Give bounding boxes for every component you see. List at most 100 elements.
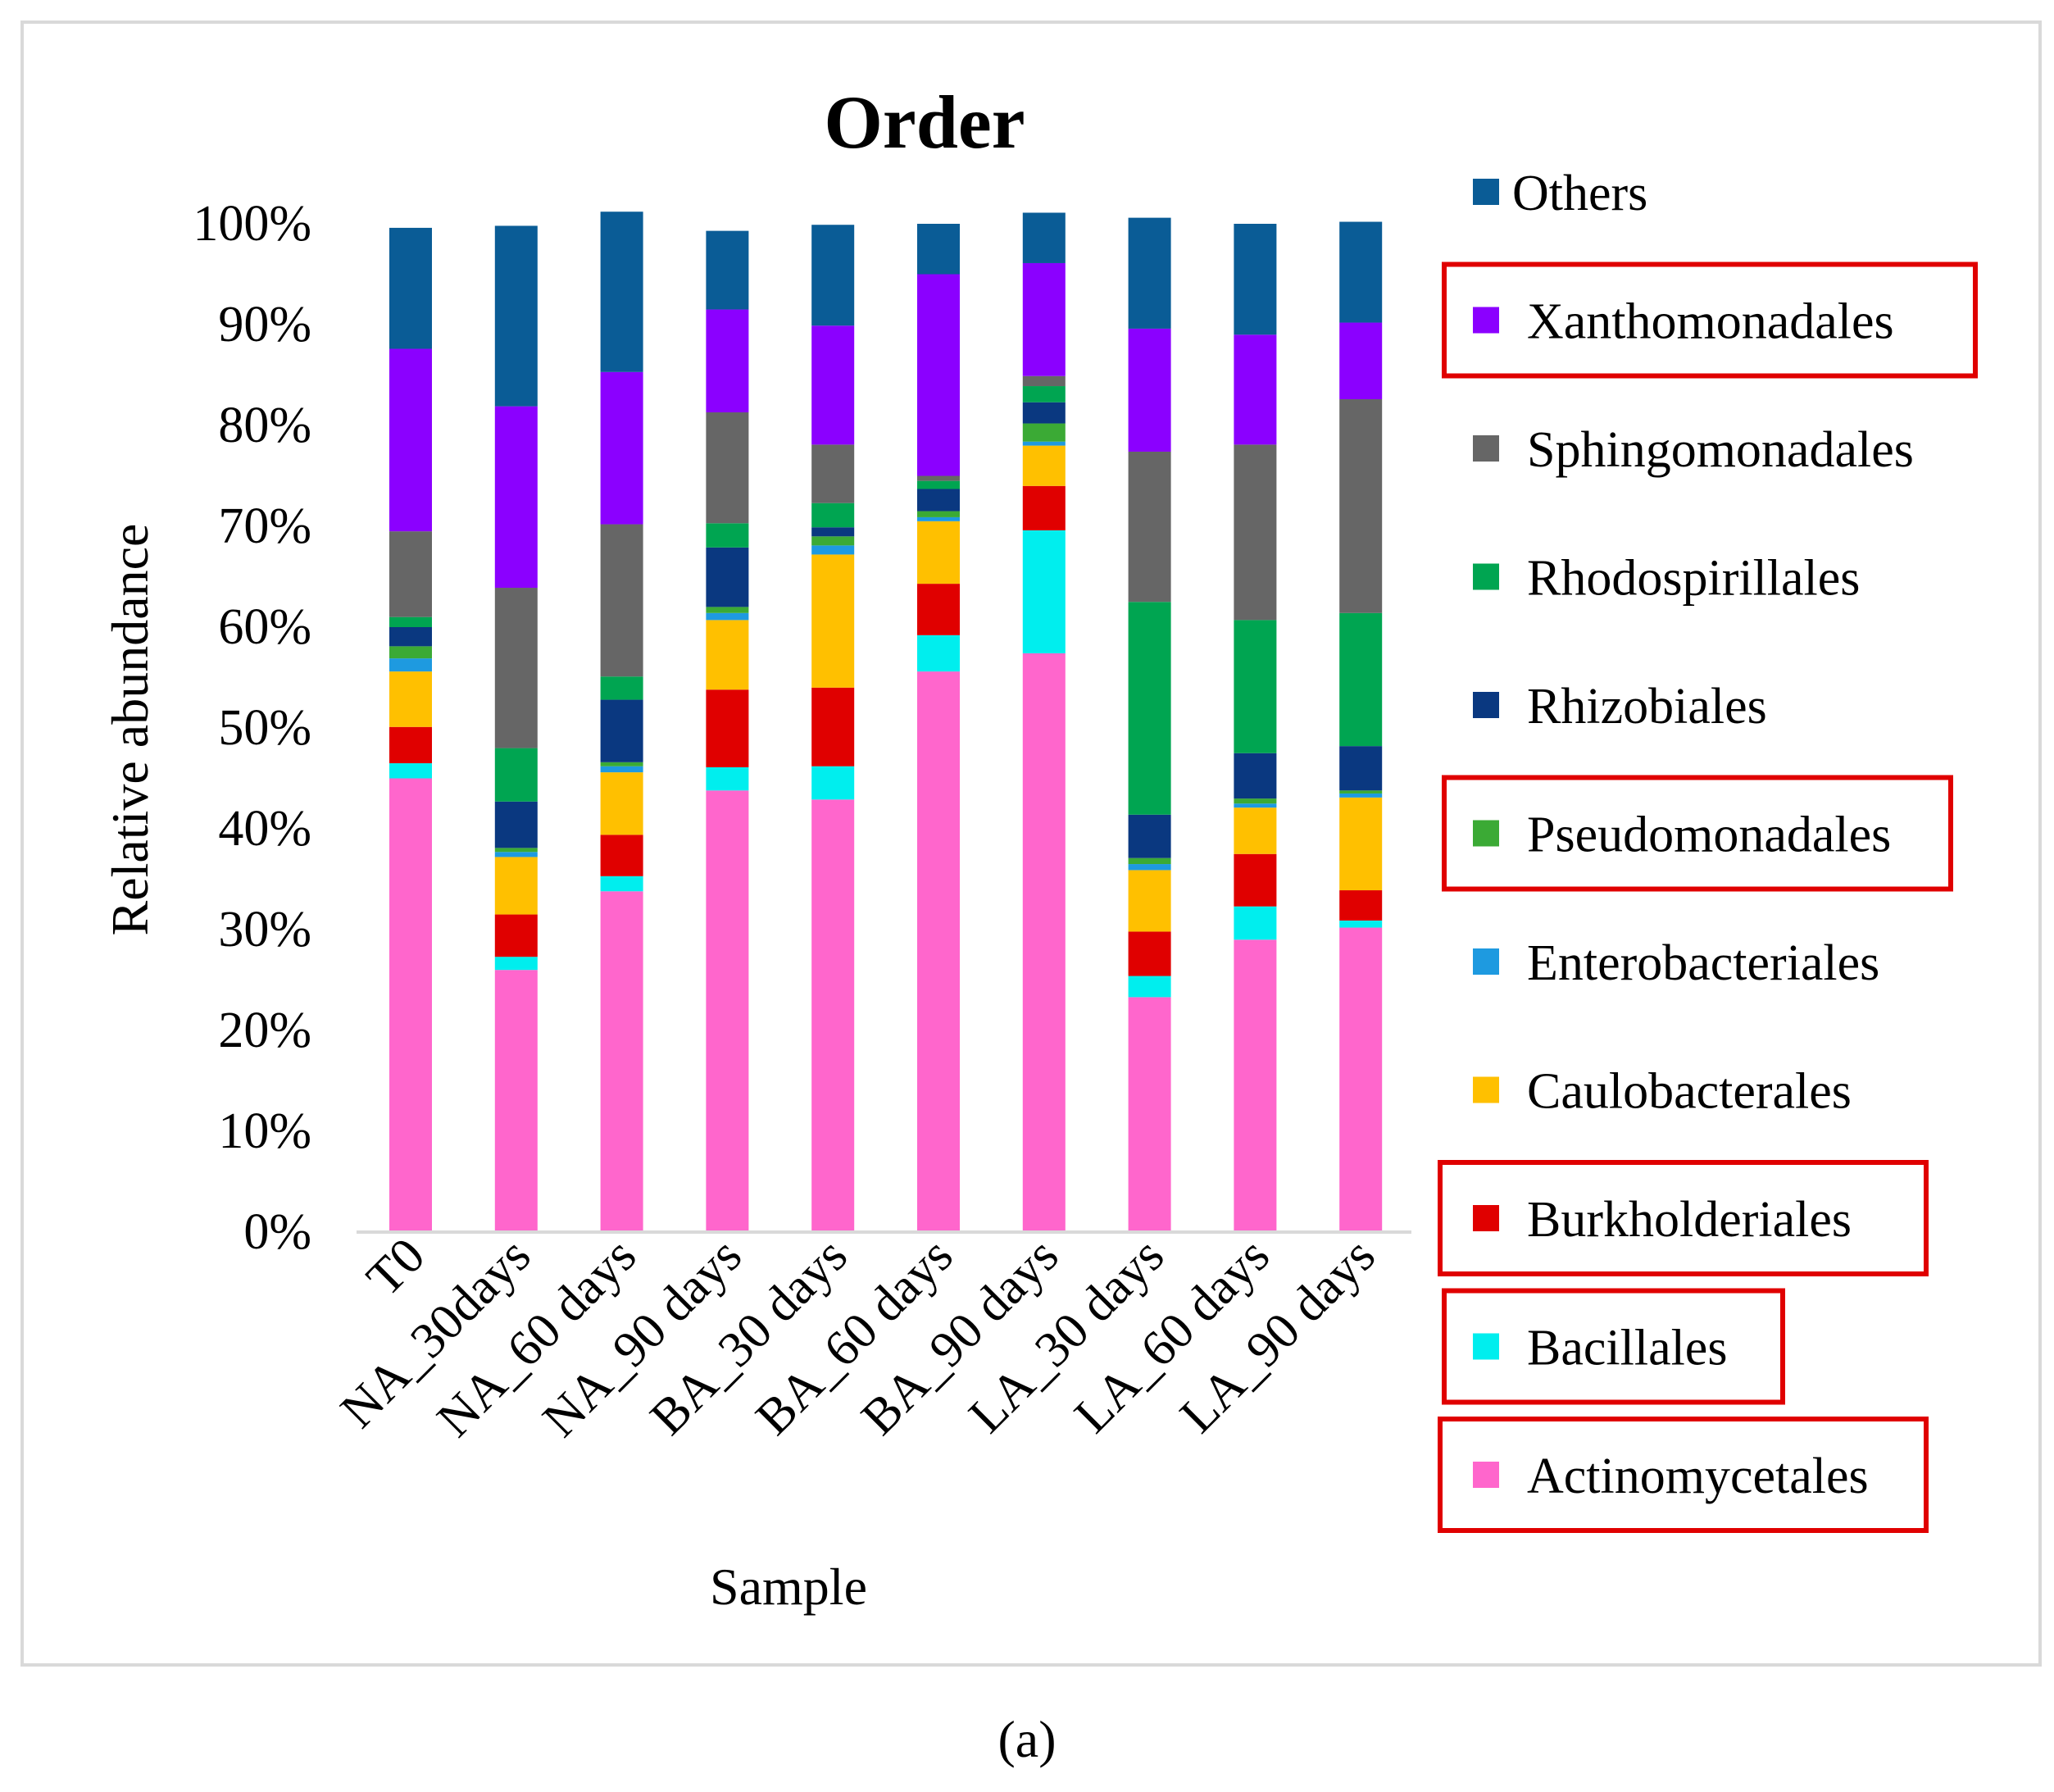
bar-segment-pseudomonadales [917, 511, 960, 517]
y-tick-label: 60% [218, 599, 311, 655]
bar-segment-bacillales [917, 634, 960, 672]
figure-caption: (a) [997, 1710, 1057, 1768]
legend-item-rhodospirillales: Rhodospirillales [1473, 551, 1860, 607]
bar-segment-caulobacterales [1022, 445, 1066, 486]
bar-segment-enterobacteriales [494, 852, 538, 857]
bar-segment-caulobacterales [494, 857, 538, 915]
bar-segment-actinomycetales [811, 799, 855, 1232]
bar-segment-actinomycetales [1234, 939, 1277, 1232]
legend-swatch [1473, 1462, 1499, 1488]
bar-segment-actinomycetales [917, 671, 960, 1232]
bar-segment-sphingomonadales [600, 524, 643, 677]
legend-label: Burkholderiales [1527, 1192, 1852, 1248]
legend-swatch [1473, 1333, 1499, 1360]
bar-segment-enterobacteriales [811, 545, 855, 555]
bar-segment-sphingomonadales [1128, 451, 1171, 603]
legend-swatch [1473, 435, 1499, 462]
bar-segment-enterobacteriales [1128, 864, 1171, 871]
legend-item-others: Others [1473, 166, 1647, 221]
bar-segment-rhodospirillales [1339, 612, 1383, 747]
legend: Others Xanthomonadales Sphingomonadales Rho… [1438, 166, 1978, 1533]
bar-segment-sphingomonadales [1339, 399, 1383, 613]
bar-segment-pseudomonadales [1234, 798, 1277, 804]
bar-segment-sphingomonadales [1022, 375, 1066, 387]
y-tick-label: 100% [193, 196, 311, 252]
bar-segment-xanthomonadales [1234, 334, 1277, 445]
bar-segment-sphingomonadales [494, 588, 538, 748]
bar-stack-la-90-days [1339, 221, 1383, 1232]
bar-segment-others [494, 225, 538, 407]
y-axis-ticks: 0% 10% 20% 30% 40% 50% 60% 70% 80% 90% 100% [193, 196, 311, 1260]
legend-label: Rhizobiales [1527, 679, 1767, 735]
bar-segment-others [600, 211, 643, 372]
bar-segment-xanthomonadales [1022, 262, 1066, 376]
bar-stack-t0 [389, 227, 432, 1232]
bar-segment-caulobacterales [917, 521, 960, 584]
bar-segment-bacillales [1022, 530, 1066, 653]
bar-segment-enterobacteriales [1234, 803, 1277, 808]
bar-segment-burkholderiales [1234, 853, 1277, 907]
bar-segment-others [811, 225, 855, 326]
bar-segment-rhizobiales [1022, 402, 1066, 424]
bar-segment-burkholderiales [600, 835, 643, 876]
bar-segment-pseudomonadales [600, 762, 643, 766]
legend-item-pseudomonadales: Pseudomonadales [1442, 775, 1953, 892]
bar-segment-burkholderiales [811, 687, 855, 766]
bar-segment-xanthomonadales [389, 348, 432, 532]
bar-segment-actinomycetales [600, 891, 643, 1232]
chart-title: Order [824, 80, 1025, 164]
bar-stack-na-60-days [600, 211, 643, 1232]
bar-segment-actinomycetales [389, 778, 432, 1232]
bar-stack-na-90-days [706, 230, 749, 1232]
bar-segment-bacillales [600, 876, 643, 892]
legend-label: Pseudomonadales [1527, 807, 1891, 863]
bar-segment-enterobacteriales [389, 658, 432, 672]
bar-segment-caulobacterales [811, 554, 855, 688]
bar-segment-rhodospirillales [1234, 620, 1277, 753]
bar-segment-actinomycetales [494, 970, 538, 1232]
bar-segment-actinomycetales [1339, 927, 1383, 1232]
legend-swatch [1473, 692, 1499, 718]
bar-segment-xanthomonadales [1339, 322, 1383, 400]
bar-segment-xanthomonadales [1128, 328, 1171, 452]
legend-label: Others [1512, 166, 1647, 221]
legend-swatch [1473, 179, 1499, 205]
bar-segment-sphingomonadales [389, 531, 432, 617]
bar-segment-rhizobiales [494, 801, 538, 848]
bar-segment-xanthomonadales [494, 406, 538, 589]
bar-segment-caulobacterales [1234, 807, 1277, 854]
bar-segment-sphingomonadales [917, 475, 960, 481]
bar-segment-pseudomonadales [811, 536, 855, 546]
bar-segment-rhodospirillales [1128, 602, 1171, 815]
bar-segment-xanthomonadales [600, 371, 643, 525]
legend-swatch [1473, 307, 1499, 334]
bar-segment-caulobacterales [600, 772, 643, 835]
bar-segment-others [1234, 224, 1277, 335]
bar-segment-enterobacteriales [1339, 793, 1383, 798]
bar-segment-actinomycetales [706, 790, 749, 1232]
bar-segment-bacillales [494, 957, 538, 971]
bar-segment-pseudomonadales [389, 646, 432, 659]
bar-segment-others [389, 227, 432, 349]
legend-item-rhizobiales: Rhizobiales [1473, 679, 1767, 735]
bar-segment-bacillales [1234, 906, 1277, 940]
bar-segment-actinomycetales [1128, 997, 1171, 1232]
bar-segment-rhodospirillales [600, 676, 643, 700]
bar-stack-ba-90-days [1022, 212, 1066, 1232]
legend-item-sphingomonadales: Sphingomonadales [1473, 422, 1914, 478]
bar-segment-caulobacterales [1128, 870, 1171, 932]
bar-segment-pseudomonadales [706, 607, 749, 613]
bar-segment-burkholderiales [1339, 890, 1383, 921]
bar-segment-rhodospirillales [706, 523, 749, 548]
bar-segment-pseudomonadales [494, 848, 538, 853]
bar-segment-others [1022, 212, 1066, 263]
legend-label: Bacillales [1527, 1321, 1727, 1376]
bar-segment-rhizobiales [1339, 746, 1383, 791]
bar-segment-rhodospirillales [1022, 386, 1066, 403]
bar-segment-sphingomonadales [706, 412, 749, 524]
y-tick-label: 70% [218, 498, 311, 554]
legend-label: Caulobacterales [1527, 1064, 1852, 1120]
bar-segment-bacillales [389, 763, 432, 779]
bar-segment-rhizobiales [600, 699, 643, 762]
y-tick-label: 0% [243, 1204, 311, 1260]
